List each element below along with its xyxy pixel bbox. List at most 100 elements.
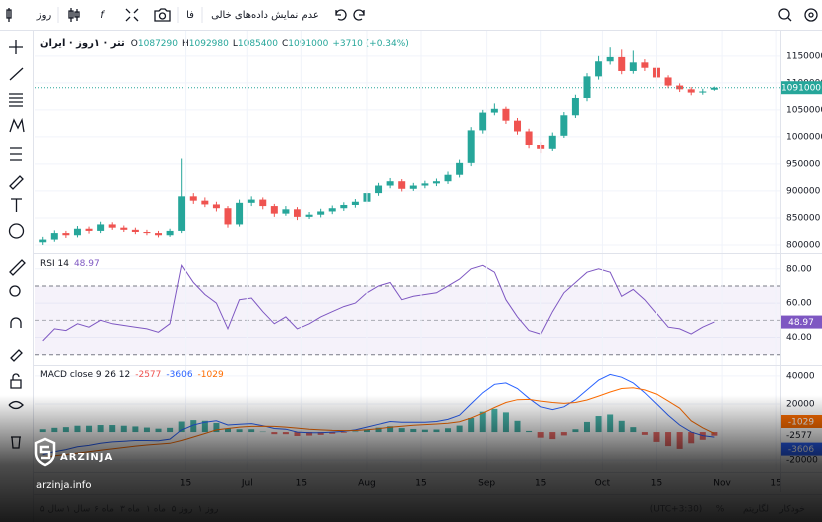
candle-body (467, 130, 475, 163)
y-tick-label: 850000 (786, 213, 821, 223)
candle-body (421, 183, 429, 186)
y-tick-label: 60.00 (786, 299, 812, 309)
candle-body (39, 239, 47, 243)
candle-body (502, 108, 510, 121)
candle-body (224, 208, 232, 225)
undo-icon[interactable] (335, 9, 347, 21)
candle-body (120, 227, 128, 230)
candle-body (398, 181, 406, 189)
search-icon[interactable] (778, 8, 790, 20)
top-toolbar: روز f فا عدم نمایش داده‌های خالی (0, 0, 822, 31)
watermark-fade (0, 395, 822, 522)
candle-body (166, 230, 174, 236)
y-tick-label: 80.00 (786, 264, 812, 274)
candle-body (305, 214, 313, 217)
snapshot-lens (158, 12, 167, 20)
y-tick-label: 900000 (786, 186, 821, 196)
pattern-tool[interactable] (9, 117, 25, 133)
candle-body (664, 77, 672, 86)
crosshair-tool[interactable] (9, 40, 23, 54)
change: +3710 (+0.34%) (332, 39, 408, 49)
indicators-icon[interactable]: f (100, 10, 105, 21)
candle-body (606, 56, 614, 62)
projection-tool[interactable] (10, 147, 22, 161)
legend: MACD close 9 26 12 -2577 -3606 -1029 (40, 370, 224, 380)
candle-body (328, 208, 336, 212)
candle-body (247, 199, 255, 203)
icon-tool[interactable] (8, 223, 25, 239)
snapshot-icon[interactable] (154, 8, 171, 22)
brush-tool[interactable] (9, 175, 24, 190)
price-label-box (781, 81, 822, 95)
candle-body (583, 76, 591, 98)
candle-body (525, 131, 533, 145)
ohlc-value: 1085400 (238, 39, 278, 49)
candle-body (340, 204, 348, 209)
ohlc-label: O (131, 39, 138, 49)
ohlc-value: 1092980 (189, 39, 229, 49)
magnet-tool[interactable] (10, 317, 22, 328)
candle-body (629, 62, 637, 71)
candle-body (236, 202, 244, 225)
candle-body (444, 174, 452, 182)
candle-body (155, 233, 163, 236)
fib-tool[interactable] (9, 93, 23, 107)
candle-body (386, 181, 394, 186)
drawing-mode-tool[interactable] (10, 349, 23, 362)
y-tick-label: 40.00 (786, 333, 812, 343)
ohlc-label: C (282, 39, 288, 49)
y-tick-label: 1150000 (786, 51, 822, 61)
y-tick-label: 1000000 (786, 132, 822, 142)
indicator-title: RSI 14 (40, 259, 69, 269)
trendline-tool[interactable] (9, 67, 24, 81)
candle-body (409, 185, 417, 189)
candle-body (560, 115, 568, 136)
legend: تتر · ۱روز · ایرانO1087290H1092980L10854… (40, 38, 409, 49)
settings-icon[interactable] (804, 8, 818, 22)
candle-body (201, 200, 209, 205)
indicator-value: -2577 (135, 370, 161, 380)
candle-body (641, 62, 649, 68)
language-button[interactable]: فا (186, 10, 194, 21)
candle-body (282, 209, 290, 214)
candle-body (456, 162, 464, 175)
candle-body (50, 233, 58, 240)
chart-type-icon[interactable] (68, 8, 80, 22)
indicator-value: 48.97 (74, 259, 100, 269)
candle-body (73, 228, 81, 236)
candle-body (710, 87, 718, 90)
measure-tool[interactable] (9, 259, 26, 276)
candle-body (571, 97, 579, 116)
indicator-title: MACD close 9 26 12 (40, 370, 130, 380)
redo-icon[interactable] (353, 9, 365, 21)
search-handle (787, 17, 792, 22)
indicator-value: -3606 (166, 370, 192, 380)
candle-body (131, 229, 139, 233)
candle-body (62, 233, 70, 236)
candle-body (189, 196, 197, 201)
candle-body (212, 204, 220, 209)
candle-body (514, 120, 522, 132)
indicator-value: -1029 (198, 370, 224, 380)
empty-data-toggle[interactable]: عدم نمایش داده‌های خالی (211, 10, 319, 21)
watermark: ARZINJA arzinja.info (34, 437, 112, 491)
brand-site: arzinja.info (36, 480, 91, 491)
candle-body (490, 108, 498, 113)
candle-body (479, 112, 487, 131)
y-tick-label: 1050000 (786, 105, 822, 115)
legend: RSI 14 48.97 (40, 259, 100, 269)
toolbar-bg (0, 0, 822, 30)
candle-body (178, 196, 186, 231)
symbol-title: تتر · ۱روز · ایران (40, 38, 125, 49)
menu-icon[interactable] (6, 8, 12, 22)
text-tool[interactable] (11, 198, 22, 212)
interval-button[interactable]: روز (36, 10, 52, 21)
zoom-tool[interactable] (9, 285, 21, 297)
y-tick-label: 950000 (786, 159, 821, 169)
fullscreen-icon[interactable] (125, 8, 139, 22)
logo-mark (39, 445, 51, 460)
lock-tool[interactable] (10, 373, 22, 389)
ohlc-value: 1087290 (138, 39, 178, 49)
